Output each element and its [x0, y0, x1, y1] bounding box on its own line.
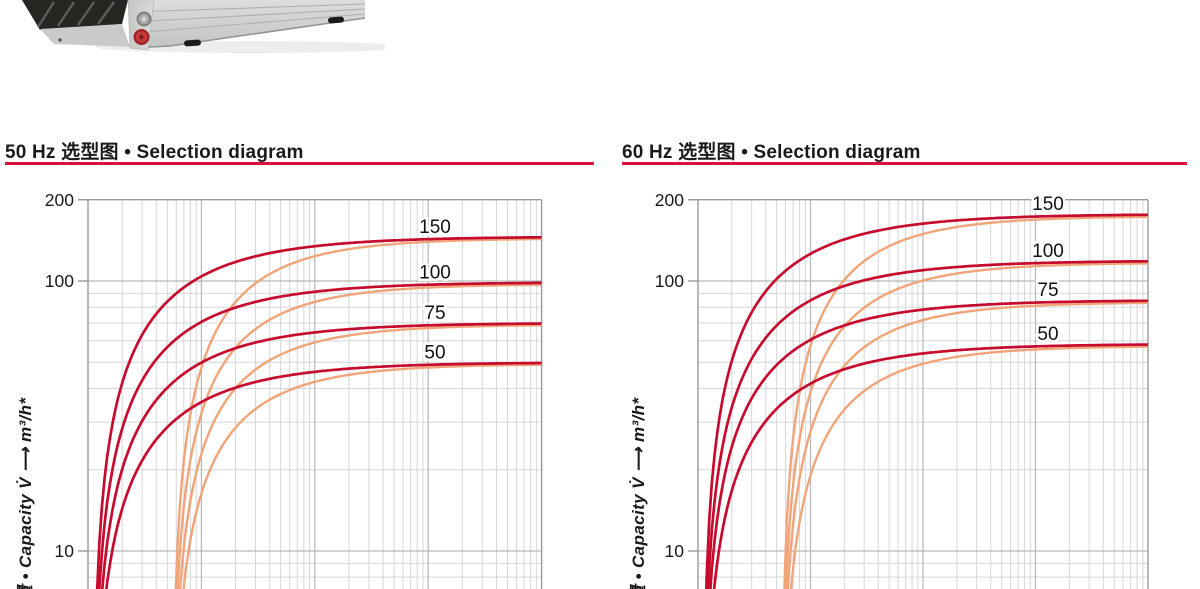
red-oil-cap-icon: [133, 29, 150, 45]
curve-label-50: 50: [1037, 324, 1058, 345]
curve-gas_ballast-150: [783, 215, 1148, 589]
pump-panel-ribs: [131, 3, 366, 34]
curve-label-50: 50: [424, 343, 445, 364]
y-tick-label: 100: [45, 271, 74, 291]
pump-louver-slats: [36, 1, 115, 28]
section-title-60hz: 60 Hz 选型图 • Selection diagram: [622, 142, 921, 163]
selection-chart-50hz: 200 100 10 量 • Capacity V̇ ⟶ m³/h* 150 100 75 5…: [16, 190, 543, 589]
curve-gas_ballast-100: [784, 262, 1149, 589]
curve-label-100: 100: [1032, 241, 1064, 262]
y-axis-tick-labels: 200 100 10: [655, 190, 684, 561]
grid: [698, 199, 1148, 589]
curve-standard-100: [706, 259, 1148, 589]
selection-chart-60hz: 200 100 10 量 • Capacity V̇ ⟶ m³/h* 150 100 75 5…: [629, 190, 1149, 589]
curve-label-100: 100: [419, 263, 451, 284]
curve-standard-75: [709, 299, 1149, 589]
grid: [88, 199, 542, 589]
pump-feet: [184, 16, 344, 47]
curve-label-150: 150: [1032, 194, 1064, 215]
plot-border: [688, 198, 1149, 589]
curve-standard-150: [95, 235, 542, 589]
curve-standard-50: [105, 361, 542, 589]
y-tick-label: 10: [55, 541, 75, 561]
curve-gas_ballast-50: [789, 345, 1149, 589]
vacuum-pump-photo: [22, 0, 385, 53]
curve-label-75: 75: [424, 303, 445, 324]
title-rule-60hz: [622, 162, 1187, 165]
y-tick-label: 10: [665, 541, 685, 561]
y-tick-label: 200: [45, 190, 74, 210]
curve-standard-50: [712, 343, 1148, 589]
pump-base-screw: [58, 38, 62, 42]
y-axis-label: 量 • Capacity V̇ ⟶ m³/h*: [16, 397, 35, 589]
curve-label-75: 75: [1037, 280, 1058, 301]
hex-fitting-icon: [136, 11, 152, 27]
curve-gas_ballast-75: [786, 301, 1148, 589]
curve-gas_ballast-50: [182, 363, 542, 589]
y-axis-tick-labels: 200 100 10: [45, 190, 74, 561]
y-tick-label: 200: [655, 190, 684, 210]
plot-border: [78, 198, 543, 589]
curve-label-150: 150: [419, 217, 451, 238]
pump-base-wedge: [40, 24, 130, 47]
curve-standard-150: [705, 213, 1149, 589]
y-axis-label: 量 • Capacity V̇ ⟶ m³/h*: [629, 397, 648, 589]
title-rule-50hz: [5, 162, 594, 165]
curve-standard-100: [97, 281, 542, 589]
pump-louver-block: [22, 0, 128, 30]
curve-standard-75: [100, 322, 542, 589]
y-tick-label: 100: [655, 271, 684, 291]
curve-gas_ballast-150: [174, 237, 542, 589]
section-title-50hz: 50 Hz 选型图 • Selection diagram: [5, 142, 304, 163]
